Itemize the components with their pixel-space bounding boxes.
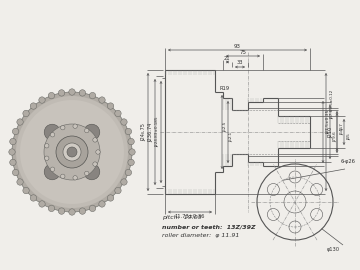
Circle shape: [73, 176, 77, 180]
Circle shape: [12, 169, 19, 176]
Circle shape: [58, 90, 65, 96]
Text: 11.73±0.36: 11.73±0.36: [175, 214, 205, 220]
Circle shape: [58, 208, 65, 214]
Text: Ɉ210: Ɉ210: [329, 126, 333, 138]
Circle shape: [93, 138, 97, 142]
Text: φ130: φ130: [327, 248, 340, 252]
Text: number or teeth:  13Z/39Z: number or teeth: 13Z/39Z: [162, 224, 256, 229]
Circle shape: [107, 195, 114, 201]
Text: Ɉ67.69.5±0.12: Ɉ67.69.5±0.12: [330, 89, 334, 119]
Text: Ɉ87.5±0.35: Ɉ87.5±0.35: [326, 110, 330, 134]
Text: 21: 21: [223, 56, 230, 61]
Circle shape: [69, 209, 75, 215]
Text: 93: 93: [234, 43, 241, 49]
Circle shape: [20, 100, 124, 204]
Circle shape: [17, 179, 23, 185]
Circle shape: [79, 208, 86, 214]
Circle shape: [85, 129, 89, 133]
Circle shape: [45, 156, 49, 160]
Circle shape: [125, 169, 132, 176]
Circle shape: [30, 103, 37, 109]
Text: Ɉ64: Ɉ64: [340, 129, 344, 135]
Circle shape: [30, 195, 37, 201]
Circle shape: [60, 174, 65, 178]
Circle shape: [39, 97, 45, 103]
Text: Ɉ52.5: Ɉ52.5: [223, 122, 227, 132]
Text: Ɉ45: Ɉ45: [347, 134, 351, 140]
Circle shape: [99, 97, 105, 103]
Circle shape: [89, 205, 96, 212]
Circle shape: [48, 92, 55, 99]
Text: roller diameter:  φ 11.91: roller diameter: φ 11.91: [162, 234, 239, 238]
Circle shape: [96, 150, 100, 154]
Circle shape: [23, 110, 29, 117]
Circle shape: [115, 110, 121, 117]
Circle shape: [73, 124, 77, 129]
Text: 33: 33: [237, 60, 243, 66]
Circle shape: [69, 89, 75, 95]
Circle shape: [44, 164, 60, 180]
Circle shape: [99, 201, 105, 207]
Circle shape: [129, 149, 135, 155]
Circle shape: [107, 103, 114, 109]
Circle shape: [60, 126, 65, 130]
Circle shape: [48, 205, 55, 212]
Text: pitch:  19.05: pitch: 19.05: [162, 215, 202, 221]
Text: Ɉ79.6: Ɉ79.6: [333, 131, 337, 143]
Circle shape: [44, 124, 100, 180]
Circle shape: [44, 124, 60, 140]
Circle shape: [115, 187, 121, 194]
Circle shape: [93, 162, 97, 166]
Text: Ɉ236.74: Ɉ236.74: [149, 122, 153, 142]
Circle shape: [84, 164, 100, 180]
Circle shape: [121, 119, 127, 125]
Circle shape: [85, 171, 89, 176]
Text: Ɉ57: Ɉ57: [340, 124, 344, 130]
Circle shape: [39, 201, 45, 207]
Circle shape: [10, 139, 16, 145]
Circle shape: [45, 144, 49, 148]
Text: 6-φ26: 6-φ26: [341, 160, 356, 164]
Circle shape: [50, 167, 55, 171]
Circle shape: [128, 139, 134, 145]
Text: Ɉ52.1: Ɉ52.1: [229, 132, 233, 142]
Circle shape: [23, 187, 29, 194]
Circle shape: [67, 147, 77, 157]
Circle shape: [121, 179, 127, 185]
Circle shape: [63, 143, 81, 161]
Circle shape: [84, 124, 100, 140]
Circle shape: [9, 149, 15, 155]
Circle shape: [12, 92, 132, 212]
Circle shape: [125, 128, 132, 135]
Circle shape: [10, 159, 16, 166]
Circle shape: [12, 128, 19, 135]
Text: Ɉ224.83±0.185: Ɉ224.83±0.185: [155, 117, 159, 147]
Circle shape: [16, 96, 128, 208]
Circle shape: [50, 133, 55, 137]
Circle shape: [128, 159, 134, 166]
Circle shape: [89, 92, 96, 99]
Circle shape: [56, 136, 88, 168]
Circle shape: [17, 119, 23, 125]
Text: 75: 75: [239, 49, 247, 55]
Text: R19: R19: [220, 86, 230, 92]
Circle shape: [79, 90, 86, 96]
Text: Ɉ24₈.75: Ɉ24₈.75: [141, 123, 147, 141]
